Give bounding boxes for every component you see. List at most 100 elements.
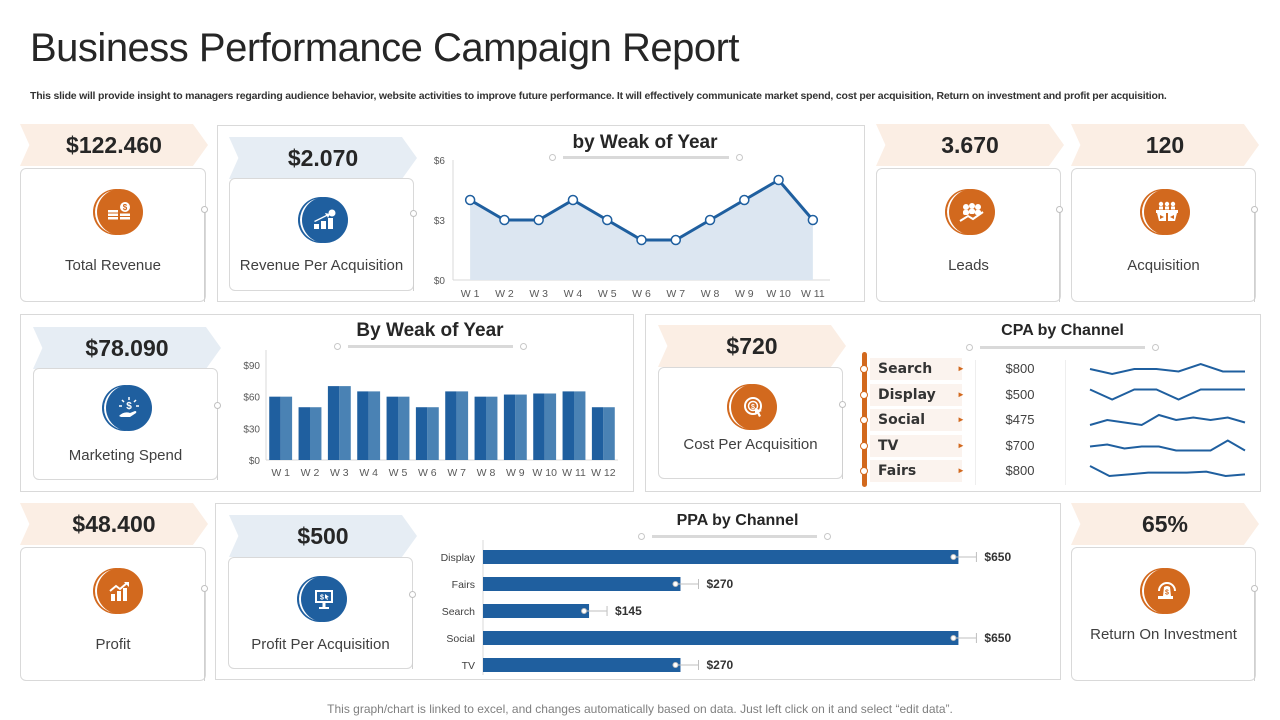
category-label: Display	[441, 552, 476, 564]
connector	[1056, 206, 1063, 302]
x-tick-label: W 8	[701, 288, 720, 300]
bar	[386, 396, 398, 460]
channel-item-fairs[interactable]: Fairs	[870, 460, 962, 482]
timeline-dot	[860, 441, 868, 450]
total-revenue-label: Total Revenue	[65, 257, 161, 274]
x-tick-label: W 1	[461, 288, 480, 300]
coins-dollar-icon: $	[97, 189, 143, 235]
marketing-spend-value: $78.090	[33, 327, 221, 369]
y-tick-label: $60	[243, 393, 260, 404]
line-chart-title: by Weak of Year	[572, 132, 718, 153]
connector	[410, 210, 417, 291]
acquisition-value: 120	[1071, 124, 1259, 166]
data-label: $270	[706, 658, 733, 672]
bar	[533, 393, 545, 460]
marker	[581, 608, 588, 614]
bar-highlight	[603, 407, 615, 460]
arrow-right-icon: ►	[957, 389, 965, 399]
profit-per-acquisition-value: $500	[229, 515, 417, 557]
channel-item-display[interactable]: Display	[870, 383, 962, 406]
profit-per-acquisition-card: $ Profit Per Acquisition	[228, 557, 413, 669]
connector	[201, 206, 208, 302]
data-point	[739, 194, 750, 206]
acquisition-label: Acquisition	[1127, 257, 1200, 274]
channel-item-search[interactable]: Search	[870, 358, 962, 380]
data-point	[670, 234, 682, 246]
bar-highlight	[310, 407, 322, 460]
connector	[201, 585, 208, 681]
x-tick-label: W 7	[666, 288, 685, 300]
sparkline-tv	[1089, 439, 1246, 452]
data-label: $270	[706, 577, 733, 591]
marker	[950, 554, 957, 560]
sparkline-display	[1089, 388, 1245, 401]
footer-note: This graph/chart is linked to excel, and…	[327, 702, 953, 716]
bar-highlight	[456, 391, 469, 460]
marker	[950, 635, 957, 641]
channel-item-social[interactable]: Social	[870, 409, 962, 431]
bar	[357, 391, 369, 460]
roi-card: $ Return On Investment	[1071, 547, 1256, 681]
bar	[483, 550, 959, 564]
bar	[474, 396, 486, 460]
marker	[672, 581, 679, 587]
area-fill	[470, 180, 813, 280]
roi-label: Return On Investment	[1090, 626, 1237, 643]
x-tick-label: W 5	[598, 288, 617, 300]
title-divider	[966, 344, 1159, 351]
revenue-per-acquisition-value: $2.070	[229, 137, 417, 179]
category-label: TV	[462, 660, 475, 672]
category-label: Social	[446, 633, 475, 645]
cost-per-acquisition-card: $ Cost Per Acquisition	[658, 367, 843, 479]
money-bag-cycle-icon: $	[1144, 568, 1190, 614]
x-tick-label: W 3	[330, 467, 349, 479]
leads-card: Leads	[876, 168, 1061, 302]
profit-value: $48.400	[20, 503, 208, 545]
bar	[445, 391, 457, 460]
bar	[269, 396, 281, 460]
team-meeting-icon	[1144, 189, 1190, 235]
arrow-right-icon: ►	[957, 440, 965, 450]
acquisition-card: Acquisition	[1071, 168, 1256, 302]
x-tick-label: W 2	[495, 288, 514, 300]
arrow-right-icon: ►	[957, 415, 965, 424]
data-label: $650	[984, 550, 1011, 564]
marketing-spend-label: Marketing Spend	[68, 447, 183, 464]
y-tick-label: $6	[434, 156, 446, 167]
title-divider	[334, 343, 527, 350]
ppa-bar-chart: Display $650 Fairs $270 Search $145 Social $650…	[441, 540, 1011, 675]
target-click-icon: $	[731, 384, 777, 430]
timeline-dot	[860, 416, 868, 424]
bar	[483, 658, 681, 672]
category-label: Fairs	[452, 579, 475, 591]
y-tick-label: $3	[434, 216, 446, 227]
x-tick-label: W 10	[532, 467, 557, 479]
data-label: $145	[615, 604, 642, 618]
data-point	[807, 214, 819, 226]
y-tick-label: $0	[434, 276, 446, 287]
channel-item-tv[interactable]: TV	[870, 434, 962, 457]
svg-text:$: $	[126, 401, 132, 412]
revenue-per-acquisition-card: Revenue Per Acquisition	[229, 178, 414, 291]
data-point	[499, 214, 510, 226]
x-tick-label: W 4	[564, 288, 583, 300]
x-tick-label: W 12	[591, 467, 616, 479]
connector	[839, 401, 846, 479]
profit-label: Profit	[95, 636, 131, 653]
x-tick-label: W 6	[632, 288, 651, 300]
marker	[672, 662, 679, 668]
x-tick-label: W 2	[301, 467, 320, 479]
cpa-value: $475	[1005, 412, 1035, 427]
data-point	[636, 234, 647, 246]
monitor-dollar-icon: $	[301, 576, 347, 622]
profit-per-acquisition-label: Profit Per Acquisition	[251, 636, 390, 653]
bar-highlight	[544, 393, 557, 460]
cpa-value: $800	[1005, 463, 1035, 478]
arrow-right-icon: ►	[957, 466, 965, 475]
svg-text:$: $	[1165, 590, 1169, 597]
data-point	[567, 194, 579, 206]
cpa-chart-title: CPA by Channel	[1001, 322, 1124, 339]
x-tick-label: W 5	[389, 467, 408, 479]
arrow-right-icon: ►	[957, 364, 965, 373]
bar	[503, 394, 516, 460]
